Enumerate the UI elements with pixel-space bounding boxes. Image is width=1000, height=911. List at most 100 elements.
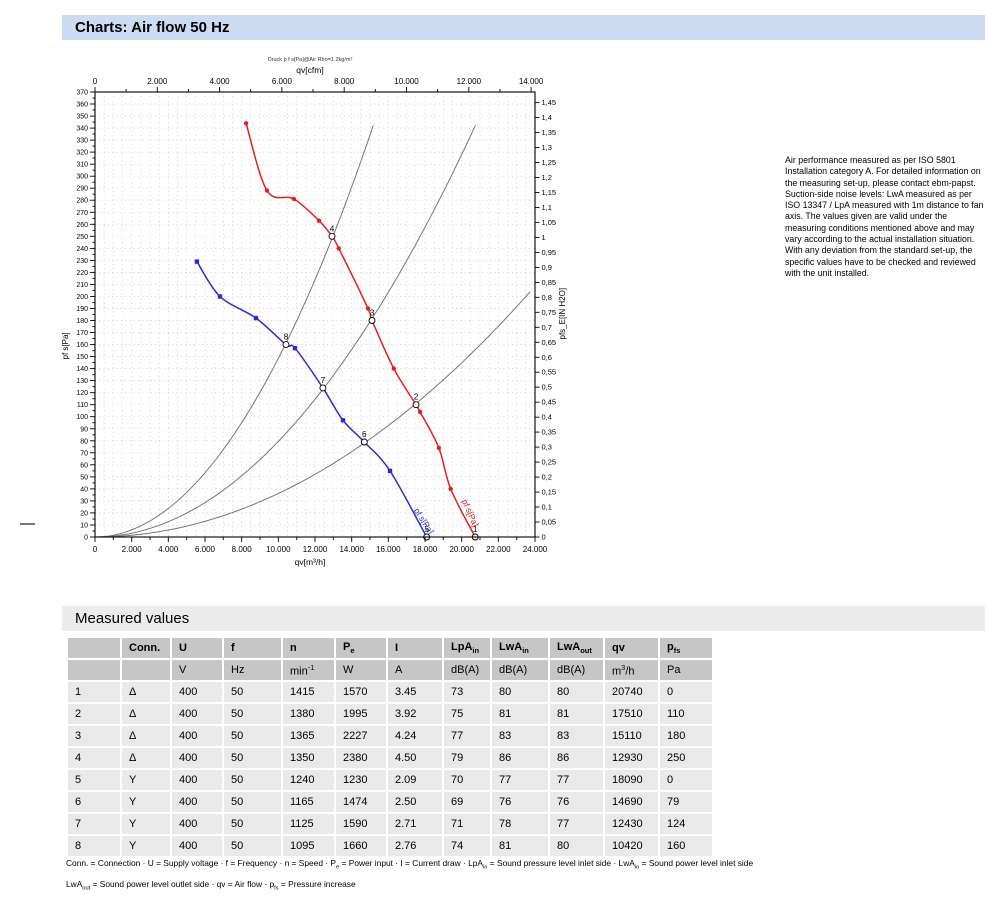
svg-text:50: 50 [80, 474, 88, 481]
table-cell: Hz [224, 660, 281, 680]
table-cell: 50 [224, 770, 281, 790]
table-cell: 400 [172, 814, 222, 834]
svg-text:1,05: 1,05 [542, 218, 557, 227]
table-row: 3 Δ 400 50 1365 2227 4.24 77 83 83 15110 180 [68, 726, 712, 746]
table-cell: 4.24 [388, 726, 442, 746]
svg-text:0: 0 [542, 533, 546, 542]
table-row: 5 Y 400 50 1240 1230 2.09 70 77 77 18090 0 [68, 770, 712, 790]
table-cell: 81 [492, 704, 548, 724]
table-cell: Pe [336, 638, 386, 658]
table-cell: 3 [68, 726, 120, 746]
table-cell: 79 [444, 748, 490, 768]
data-marker [336, 246, 341, 251]
svg-text:16.000: 16.000 [376, 545, 401, 554]
svg-text:0,2: 0,2 [542, 473, 552, 482]
table-cell: 83 [492, 726, 548, 746]
svg-text:1,4: 1,4 [542, 113, 552, 122]
table-cell: 1240 [283, 770, 334, 790]
data-marker [391, 366, 396, 371]
table-cell: dB(A) [492, 660, 548, 680]
footnote-line-1: Conn. = Connection · U = Supply voltage … [66, 858, 754, 871]
table-cell: 17510 [605, 704, 658, 724]
table-cell: 81 [550, 704, 603, 724]
table-cell: 2.71 [388, 814, 442, 834]
table-cell: 50 [224, 792, 281, 812]
operating-point-number: 7 [321, 376, 326, 385]
table-cell: 1474 [336, 792, 386, 812]
svg-text:0,55: 0,55 [542, 368, 557, 377]
table-cell: 75 [444, 704, 490, 724]
svg-text:14.000: 14.000 [519, 77, 544, 86]
table-cell: 1165 [283, 792, 334, 812]
table-cell: 400 [172, 726, 222, 746]
svg-text:110: 110 [77, 402, 88, 409]
table-cell: 79 [660, 792, 712, 812]
data-marker [448, 486, 453, 492]
page-title-bar: Charts: Air flow 50 Hz [62, 15, 985, 40]
table-cell: 2.50 [388, 792, 442, 812]
operating-point-number: 6 [362, 430, 367, 439]
table-cell: Y [122, 836, 170, 856]
table-cell: 50 [224, 836, 281, 856]
table-cell: 124 [660, 814, 712, 834]
svg-text:350: 350 [76, 114, 88, 121]
table-cell: 1415 [283, 682, 334, 702]
table-cell: f [224, 638, 281, 658]
svg-text:0,65: 0,65 [542, 338, 557, 347]
table-cell: 0 [660, 682, 712, 702]
table-cell: 74 [444, 836, 490, 856]
table-cell: 15110 [605, 726, 658, 746]
axis-ticks [90, 87, 540, 542]
data-marker [264, 188, 270, 193]
table-row: 4 Δ 400 50 1350 2380 4.50 79 86 86 12930 250 [68, 748, 712, 768]
svg-text:20.000: 20.000 [449, 545, 474, 554]
table-cell: 50 [224, 814, 281, 834]
table-cell: I [388, 638, 442, 658]
table-cell: 77 [550, 814, 603, 834]
data-marker [194, 259, 200, 264]
page-title: Charts: Air flow 50 Hz [75, 19, 230, 36]
table-cell: 1125 [283, 814, 334, 834]
svg-text:260: 260 [76, 222, 88, 229]
svg-text:1,35: 1,35 [542, 128, 557, 137]
table-cell: Δ [122, 704, 170, 724]
operating-point-number: 3 [370, 309, 375, 318]
table-cell: U [172, 638, 222, 658]
table-cell: 12430 [605, 814, 658, 834]
table-cell: Conn. [122, 638, 170, 658]
measured-values-title: Measured values [75, 610, 190, 627]
table-cell: dB(A) [550, 660, 603, 680]
table-cell: 1 [68, 682, 120, 702]
svg-text:2.000: 2.000 [122, 545, 143, 554]
table-cell: 14690 [605, 792, 658, 812]
svg-text:0,05: 0,05 [542, 518, 557, 527]
table-cell: 250 [660, 748, 712, 768]
right-axis-title: pfs_E[IN H2O] [558, 288, 567, 340]
svg-text:210: 210 [76, 282, 88, 289]
table-cell: 50 [224, 682, 281, 702]
table-cell: 71 [444, 814, 490, 834]
footnote-line-2: LwAout = Sound power level outlet side ·… [66, 878, 356, 892]
svg-text:30: 30 [80, 498, 88, 505]
table-cell: 110 [660, 704, 712, 724]
table-cell: 50 [224, 704, 281, 724]
table-cell: 80 [492, 682, 548, 702]
table-cell: 70 [444, 770, 490, 790]
operating-points: 1 2 3 4 5 6 7 8 [282, 224, 479, 541]
svg-text:0,75: 0,75 [542, 308, 557, 317]
svg-text:0,7: 0,7 [542, 323, 552, 332]
table-cell: 76 [550, 792, 603, 812]
table-cell: Pa [660, 660, 712, 680]
svg-text:20: 20 [80, 510, 88, 517]
svg-text:230: 230 [76, 258, 88, 265]
svg-text:18.000: 18.000 [413, 545, 438, 554]
table-cell: 1095 [283, 836, 334, 856]
grid [95, 92, 535, 537]
svg-text:0,3: 0,3 [542, 443, 552, 452]
table-cell: 1660 [336, 836, 386, 856]
data-marker [365, 306, 371, 311]
svg-text:290: 290 [76, 186, 88, 193]
